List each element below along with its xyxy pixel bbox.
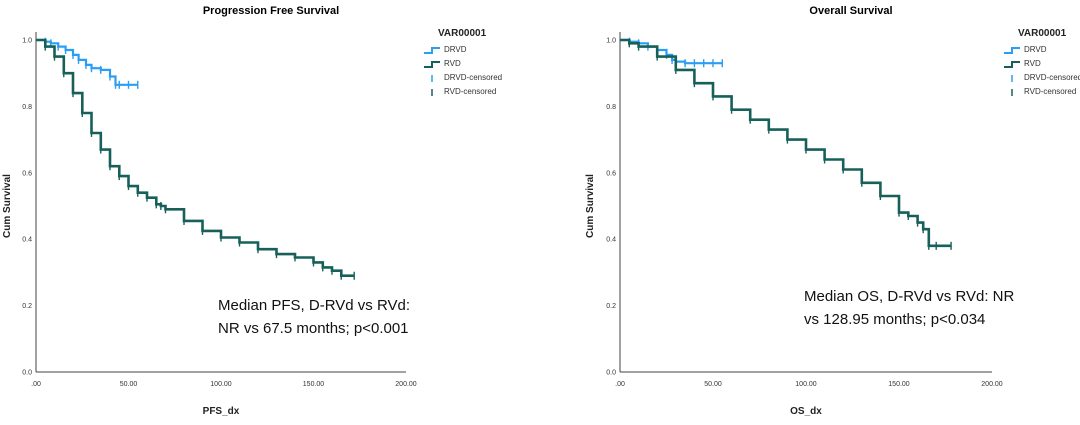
pfs-legend-swatch-drvd	[424, 47, 440, 54]
pfs-x-axis-label: PFS_dx	[203, 406, 240, 417]
pfs-chart: Progression Free Survival 0.0 0.2 0.4 0.6 0.8…	[2, 5, 502, 417]
os-legend-item: DRVD-censored	[1024, 73, 1080, 82]
os-y-tick-label: 1.0	[606, 38, 616, 45]
pfs-drvd-curve	[36, 38, 138, 86]
os-y-tick-label: 0.0	[606, 370, 616, 377]
pfs-chart-title: Progression Free Survival	[203, 5, 339, 17]
pfs-x-tick-label: 50.00	[120, 381, 138, 388]
os-legend-title: VAR00001	[1018, 28, 1067, 39]
pfs-x-tick-label: .00	[31, 381, 41, 388]
pfs-y-tick-label: 0.4	[22, 237, 32, 244]
pfs-y-tick-label: 0.2	[22, 303, 32, 310]
os-legend-item: RVD-censored	[1024, 87, 1076, 96]
pfs-legend-item: RVD-censored	[444, 87, 496, 96]
os-rvd-curve	[620, 38, 952, 248]
pfs-median-annotation: Median PFS, D-RVd vs RVd:	[218, 297, 410, 314]
pfs-y-axis-label: Cum Survival	[2, 174, 13, 238]
os-legend-swatch-rvd	[1004, 61, 1020, 68]
pfs-legend-item: RVD	[444, 59, 461, 68]
os-legend-item: RVD	[1024, 59, 1041, 68]
pfs-y-tick-label: 0.0	[22, 370, 32, 377]
os-legend-item: DRVD	[1024, 45, 1047, 54]
os-legend-swatch-drvd	[1004, 47, 1020, 54]
pfs-legend-swatch-rvd	[424, 61, 440, 68]
os-chart-title: Overall Survival	[809, 5, 892, 17]
os-chart: Overall Survival 0.0 0.2 0.4 0.6 0.8 1.0 .00 50.…	[585, 5, 1080, 417]
os-x-tick-label: 150.00	[888, 381, 910, 388]
pfs-x-tick-label: 150.00	[303, 381, 325, 388]
pfs-x-tick-label: 100.00	[210, 381, 232, 388]
pfs-chart-panel: Progression Free Survival 0.0 0.2 0.4 0.6 0.8…	[2, 5, 502, 417]
pfs-x-tick-label: 200.00	[395, 381, 417, 388]
pfs-y-tick-label: 0.6	[22, 170, 32, 177]
os-y-tick-label: 0.6	[606, 170, 616, 177]
pfs-legend-item: DRVD-censored	[444, 73, 502, 82]
os-chart-panel: Overall Survival 0.0 0.2 0.4 0.6 0.8 1.0 .00 50.…	[583, 0, 1080, 425]
pfs-rvd-curve	[36, 38, 355, 277]
os-x-tick-label: 200.00	[981, 381, 1003, 388]
pfs-y-tick-label: 0.8	[22, 104, 32, 111]
os-median-annotation: Median OS, D-RVd vs RVd: NR	[804, 288, 1015, 305]
pfs-legend-item: DRVD	[444, 45, 467, 54]
os-y-tick-label: 0.4	[606, 237, 616, 244]
os-median-annotation: vs 128.95 months; p<0.034	[804, 311, 985, 328]
os-x-axis-label: OS_dx	[790, 406, 822, 417]
os-x-tick-label: .00	[615, 381, 625, 388]
os-y-axis-label: Cum Survival	[585, 174, 596, 238]
os-y-tick-label: 0.2	[606, 303, 616, 310]
os-x-tick-label: 100.00	[795, 381, 817, 388]
pfs-median-annotation: NR vs 67.5 months; p<0.001	[218, 320, 409, 337]
pfs-legend-title: VAR00001	[438, 28, 487, 39]
os-y-tick-label: 0.8	[606, 104, 616, 111]
pfs-y-tick-label: 1.0	[22, 38, 32, 45]
os-x-tick-label: 50.00	[704, 381, 722, 388]
